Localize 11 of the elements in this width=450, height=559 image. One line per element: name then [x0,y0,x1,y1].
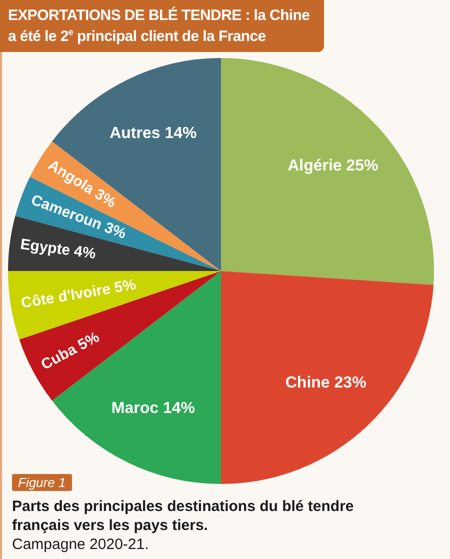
chart-title: EXPORTATIONS DE BLÉ TENDRE : la Chine a été le 2$^{e}$ principal client de la France [0,0,324,52]
caption: Figure 1 [12,474,72,491]
text: Parts des principales destinations du blé tendre français vers les pays tiers. [12,497,355,535]
text: Campagne 2020-21. [12,535,150,554]
slice-label: Maroc 14% [111,400,195,417]
slice-label: Cuba 5% [38,328,102,374]
slice-label: Chine 23% [285,374,366,392]
slice-label: Algérie 25% [288,158,378,175]
slice-label: Côte d'Ivoire 5% [20,276,138,312]
slice-label: Autres 14% [110,124,197,142]
slice-label: Egypte 4% [19,236,97,263]
